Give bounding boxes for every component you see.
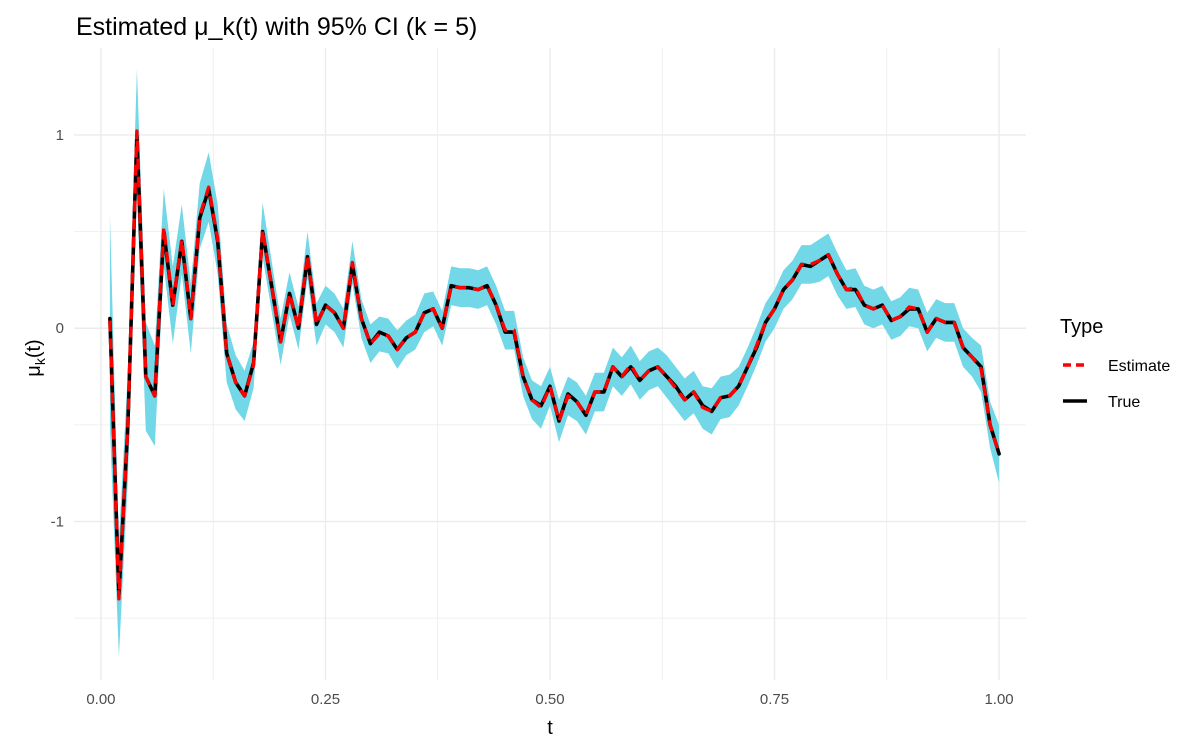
y-axis-title-mu: μ xyxy=(23,365,45,377)
x-tick-label: 0.75 xyxy=(760,691,789,708)
x-axis-title: t xyxy=(547,717,553,739)
x-tick-label: 0.25 xyxy=(311,691,340,708)
y-axis-title-suffix: (t) xyxy=(23,339,45,358)
y-tick-label: -1 xyxy=(51,514,64,531)
x-tick-label: 0.00 xyxy=(86,691,115,708)
x-tick-label: 0.50 xyxy=(535,691,564,708)
y-tick-labels: -1 0 1 xyxy=(51,127,64,531)
y-tick-label: 0 xyxy=(56,320,64,337)
true-line xyxy=(108,133,1001,597)
legend-label-true: True xyxy=(1108,394,1140,411)
ci-band xyxy=(109,69,1000,657)
legend-title: Type xyxy=(1060,316,1103,338)
legend: Type Estimate True xyxy=(1060,316,1170,411)
y-axis-title: μk(t) xyxy=(23,339,48,376)
y-tick-label: 1 xyxy=(56,127,64,144)
chart-title: Estimated μ_k(t) with 95% CI (k = 5) xyxy=(76,13,477,41)
true-line-layer xyxy=(108,133,1001,597)
grid-major xyxy=(74,48,1026,680)
legend-label-estimate: Estimate xyxy=(1108,358,1170,375)
ci-band-layer xyxy=(109,69,1000,657)
y-axis-title-subscript: k xyxy=(32,357,48,365)
estimate-line xyxy=(108,129,1001,601)
estimate-line-layer xyxy=(108,129,1001,601)
x-tick-label: 1.00 xyxy=(984,691,1013,708)
x-tick-labels: 0.00 0.25 0.50 0.75 1.00 xyxy=(86,691,1013,708)
svg-text:μk(t): μk(t) xyxy=(23,339,48,376)
